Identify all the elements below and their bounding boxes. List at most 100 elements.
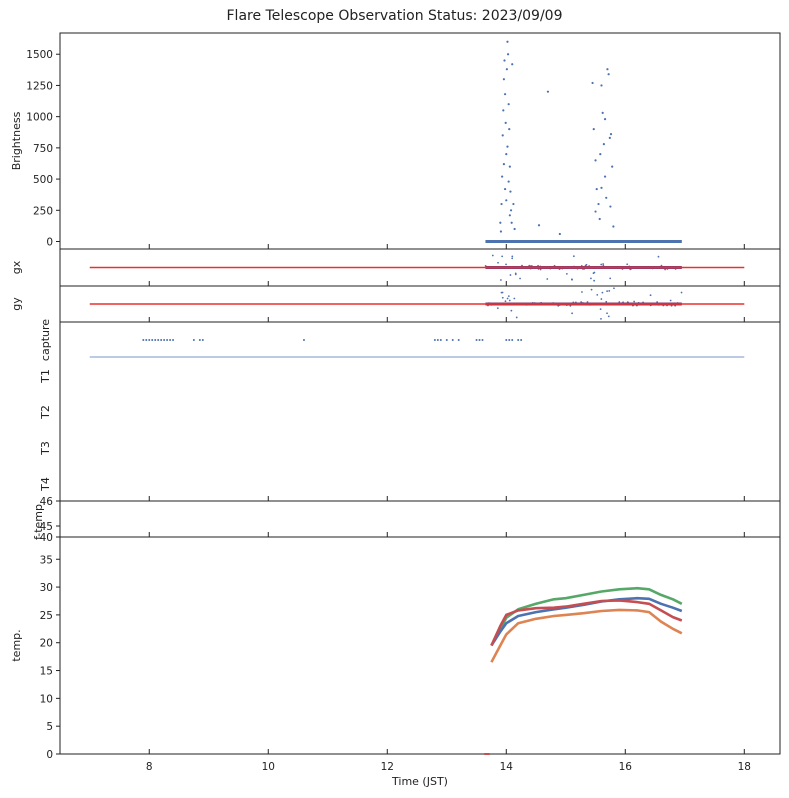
- gx-point: [514, 272, 517, 275]
- capture-point: [520, 339, 523, 341]
- capture-point: [157, 339, 160, 341]
- gy-point: [605, 300, 608, 303]
- x-tick-label: 16: [619, 761, 633, 773]
- brightness-point: [506, 40, 509, 43]
- brightness-point: [601, 111, 604, 115]
- capture-point: [154, 339, 157, 341]
- y-axis-label-brightness: Brightness: [10, 111, 23, 170]
- y-tick-label: 25: [40, 610, 53, 622]
- panel-frame-temp: [59, 536, 781, 755]
- capture-point: [166, 339, 169, 341]
- gy-point: [680, 291, 683, 294]
- x-tick-label: 14: [500, 761, 514, 773]
- gx-point: [572, 255, 575, 258]
- gx-point: [511, 255, 514, 258]
- y-tick-label: 250: [33, 205, 53, 217]
- panel-frame-brightness: [59, 32, 781, 250]
- gy-point: [656, 301, 659, 303]
- brightness-point: [507, 180, 510, 183]
- y-tick-label: 40: [40, 532, 53, 544]
- gy-point: [600, 317, 602, 320]
- brightness-point: [606, 68, 609, 71]
- brightness-point: [499, 221, 502, 224]
- brightness-point: [600, 186, 603, 189]
- brightness-point: [597, 202, 600, 206]
- brightness-point: [509, 209, 513, 212]
- gy-point: [600, 298, 603, 300]
- brightness-point: [510, 221, 513, 224]
- brightness-point: [505, 68, 508, 71]
- gy-point: [496, 307, 499, 310]
- brightness-point: [505, 153, 508, 156]
- gx-point: [590, 277, 592, 280]
- gx-point: [657, 255, 660, 258]
- capture-point: [169, 339, 172, 341]
- brightness-point: [591, 81, 594, 85]
- brightness-point: [546, 90, 550, 93]
- brightness-point: [607, 73, 610, 76]
- y-tick-label: 0: [46, 749, 53, 761]
- y-tick-label: 0: [46, 237, 53, 249]
- brightness-point: [602, 143, 605, 146]
- gx-point: [609, 277, 612, 280]
- gx-point: [602, 263, 605, 265]
- brightness-point: [502, 109, 505, 112]
- brightness-point: [505, 199, 508, 202]
- brightness-point: [508, 128, 511, 131]
- gx-point: [593, 271, 596, 274]
- brightness-point: [537, 224, 541, 227]
- y-tick-label: 45: [40, 521, 53, 533]
- gx-point: [509, 274, 512, 276]
- gx-point: [602, 264, 605, 267]
- temp-series-2: [490, 599, 683, 647]
- temp-series-0: [490, 586, 683, 647]
- y-tick-label: 20: [40, 638, 53, 650]
- gy-point: [606, 312, 608, 315]
- brightness-point: [609, 205, 612, 208]
- gy-point: [506, 297, 509, 300]
- capture-point: [481, 339, 484, 341]
- capture-point: [198, 339, 201, 341]
- brightness-point: [499, 230, 503, 233]
- brightness-point: [600, 84, 603, 87]
- gy-point: [613, 287, 615, 290]
- gy-point: [649, 294, 652, 297]
- status-label-T2: T2: [39, 405, 52, 420]
- gx-point: [626, 263, 629, 266]
- gy-point: [571, 312, 573, 315]
- brightness-point: [501, 134, 504, 137]
- gx-point: [571, 278, 573, 281]
- capture-point: [192, 339, 195, 341]
- status-label-T3: T3: [39, 441, 52, 456]
- gy-point: [581, 291, 583, 293]
- capture-point: [517, 339, 520, 341]
- y-tick-label: 750: [33, 143, 53, 155]
- gy-point: [607, 315, 610, 318]
- gx-point: [511, 257, 514, 260]
- brightness-point: [504, 121, 507, 124]
- brightness-point: [611, 165, 614, 168]
- gy-point: [596, 293, 599, 296]
- brightness-point: [612, 225, 615, 228]
- gx-point: [499, 279, 502, 281]
- capture-point: [302, 339, 305, 341]
- gy-point: [510, 309, 513, 312]
- gy-point: [633, 300, 636, 303]
- capture-point: [451, 339, 454, 341]
- capture-point: [201, 339, 204, 341]
- brightness-point: [609, 133, 613, 136]
- capture-point: [475, 339, 478, 341]
- gy-point: [501, 296, 504, 299]
- capture-point: [160, 339, 163, 341]
- x-tick-label: 8: [146, 761, 153, 773]
- status-label-capture: capture: [39, 319, 52, 361]
- y-axis-label-gx: gx: [10, 260, 23, 274]
- brightness-point: [500, 202, 503, 206]
- brightness-point: [594, 159, 597, 162]
- gy-point: [599, 308, 602, 311]
- gx-point: [600, 263, 603, 266]
- capture-point: [511, 339, 514, 341]
- gx-point: [546, 278, 549, 280]
- y-axis-label-gy: gy: [10, 297, 23, 311]
